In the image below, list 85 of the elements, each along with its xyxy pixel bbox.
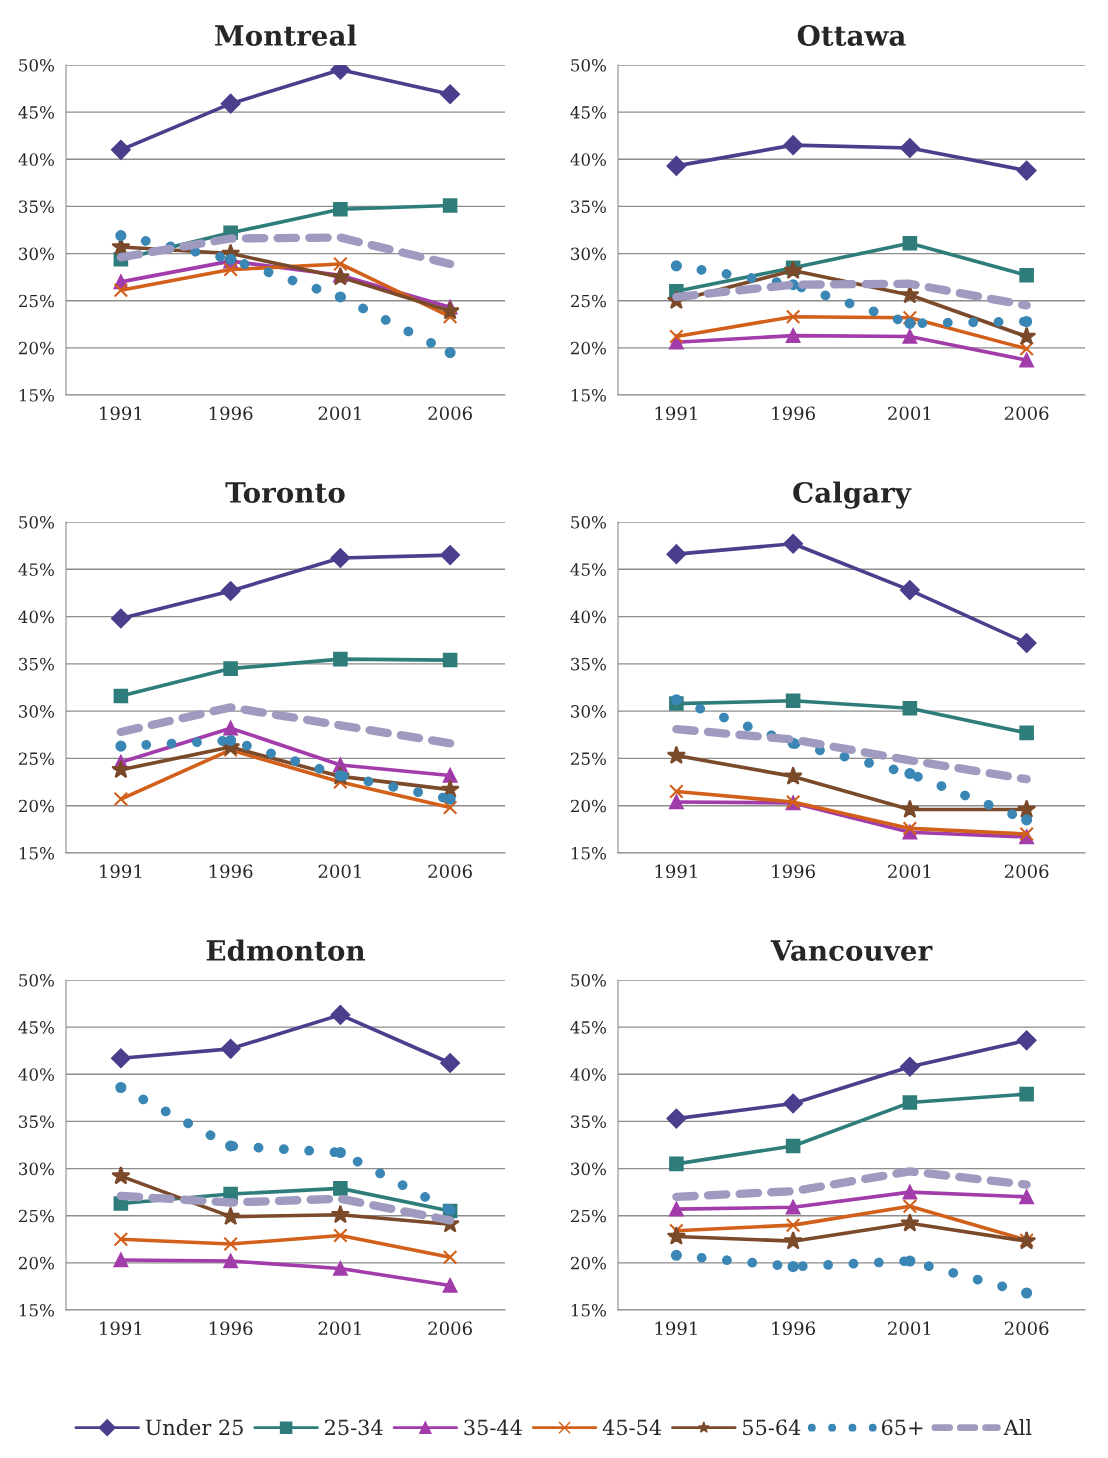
legend-label: 35-44 <box>464 1419 522 1436</box>
y-tick-label: 20% <box>570 1256 606 1270</box>
x-tick-label: 1991 <box>655 864 697 879</box>
legend-label: 25-34 <box>325 1419 383 1436</box>
x-tick-label: 1991 <box>100 864 142 879</box>
y-tick-label: 35% <box>571 1115 606 1128</box>
y-tick-label: 40% <box>570 153 606 166</box>
y-tick-label: 20% <box>18 341 54 355</box>
chart-title: Montreal <box>215 24 357 46</box>
y-tick-label: 30% <box>19 705 54 718</box>
y-tick-label: 15% <box>571 846 606 860</box>
chart-title: Ottawa <box>797 24 906 46</box>
x-tick-label: 2006 <box>428 406 472 421</box>
x-tick-label: 2001 <box>318 1321 361 1336</box>
x-tick-label: 2001 <box>888 406 931 421</box>
y-tick-label: 40% <box>18 610 54 624</box>
y-tick-label: 20% <box>18 799 54 813</box>
y-tick-label: 50% <box>571 58 606 72</box>
legend-label: 45-54 <box>602 1419 662 1436</box>
x-tick-label: 2001 <box>888 1321 931 1336</box>
x-tick-label: 2006 <box>428 1321 472 1336</box>
y-tick-label: 35% <box>571 657 606 671</box>
y-tick-label: 45% <box>570 563 606 576</box>
chart-title: Calgary <box>793 481 912 509</box>
y-tick-label: 45% <box>18 1021 54 1034</box>
y-tick-label: 25% <box>570 294 606 308</box>
y-tick-label: 45% <box>570 106 606 119</box>
y-tick-label: 30% <box>571 705 606 718</box>
legend-label: 65+ <box>881 1419 923 1436</box>
y-tick-label: 50% <box>19 58 54 72</box>
x-tick-label: 2006 <box>1004 1321 1049 1336</box>
y-tick-label: 35% <box>19 1115 54 1128</box>
chart-title: Vancouver <box>770 940 933 961</box>
chart-title: Edmonton <box>206 939 365 961</box>
y-tick-label: 25% <box>570 752 606 765</box>
y-tick-label: 50% <box>571 973 606 987</box>
x-tick-label: 1991 <box>100 1321 142 1336</box>
x-tick-label: 1991 <box>655 406 697 421</box>
y-tick-label: 45% <box>18 106 54 119</box>
y-tick-label: 20% <box>570 341 606 355</box>
x-tick-label: 1996 <box>209 864 253 879</box>
y-tick-label: 15% <box>19 846 54 860</box>
y-tick-label: 50% <box>19 515 54 529</box>
y-tick-label: 30% <box>19 247 54 261</box>
x-tick-label: 1996 <box>772 1321 815 1336</box>
y-tick-label: 15% <box>19 388 54 402</box>
y-tick-label: 15% <box>19 1303 54 1317</box>
y-tick-label: 15% <box>571 1303 606 1317</box>
y-tick-label: 25% <box>18 1209 54 1223</box>
x-tick-label: 2006 <box>428 864 472 879</box>
y-tick-label: 40% <box>18 1068 54 1081</box>
y-tick-label: 15% <box>571 388 606 402</box>
y-tick-label: 45% <box>18 563 54 576</box>
y-tick-label: 35% <box>19 200 54 213</box>
y-tick-label: 40% <box>570 1068 606 1081</box>
legend-label: 55-64 <box>743 1419 801 1436</box>
y-tick-label: 45% <box>570 1021 606 1034</box>
y-tick-label: 25% <box>18 752 54 765</box>
y-tick-label: 30% <box>19 1162 54 1176</box>
x-tick-label: 1991 <box>655 1321 697 1336</box>
y-tick-label: 50% <box>571 515 606 529</box>
chart-title: Toronto <box>225 482 345 503</box>
y-tick-label: 40% <box>18 153 54 166</box>
x-tick-label: 1996 <box>209 406 253 421</box>
x-tick-label: 1996 <box>209 1321 253 1336</box>
legend-label: Under 25 <box>145 1419 243 1436</box>
x-tick-label: 1996 <box>772 864 815 879</box>
x-tick-label: 2001 <box>318 406 361 421</box>
x-tick-label: 1991 <box>100 406 142 421</box>
y-tick-label: 25% <box>18 294 54 308</box>
y-tick-label: 50% <box>19 973 54 987</box>
y-tick-label: 35% <box>571 200 606 213</box>
x-tick-label: 2001 <box>318 864 361 879</box>
y-tick-label: 35% <box>19 657 54 671</box>
legend-label: All <box>1003 1419 1032 1435</box>
y-tick-label: 30% <box>571 247 606 261</box>
y-tick-label: 20% <box>570 799 606 813</box>
x-tick-label: 1996 <box>772 406 815 421</box>
y-tick-label: 20% <box>18 1256 54 1270</box>
y-tick-label: 40% <box>570 610 606 624</box>
x-tick-label: 2006 <box>1004 406 1049 421</box>
x-tick-label: 2006 <box>1004 864 1049 879</box>
x-tick-label: 2001 <box>888 864 931 879</box>
y-tick-label: 25% <box>570 1209 606 1223</box>
y-tick-label: 30% <box>571 1162 606 1176</box>
